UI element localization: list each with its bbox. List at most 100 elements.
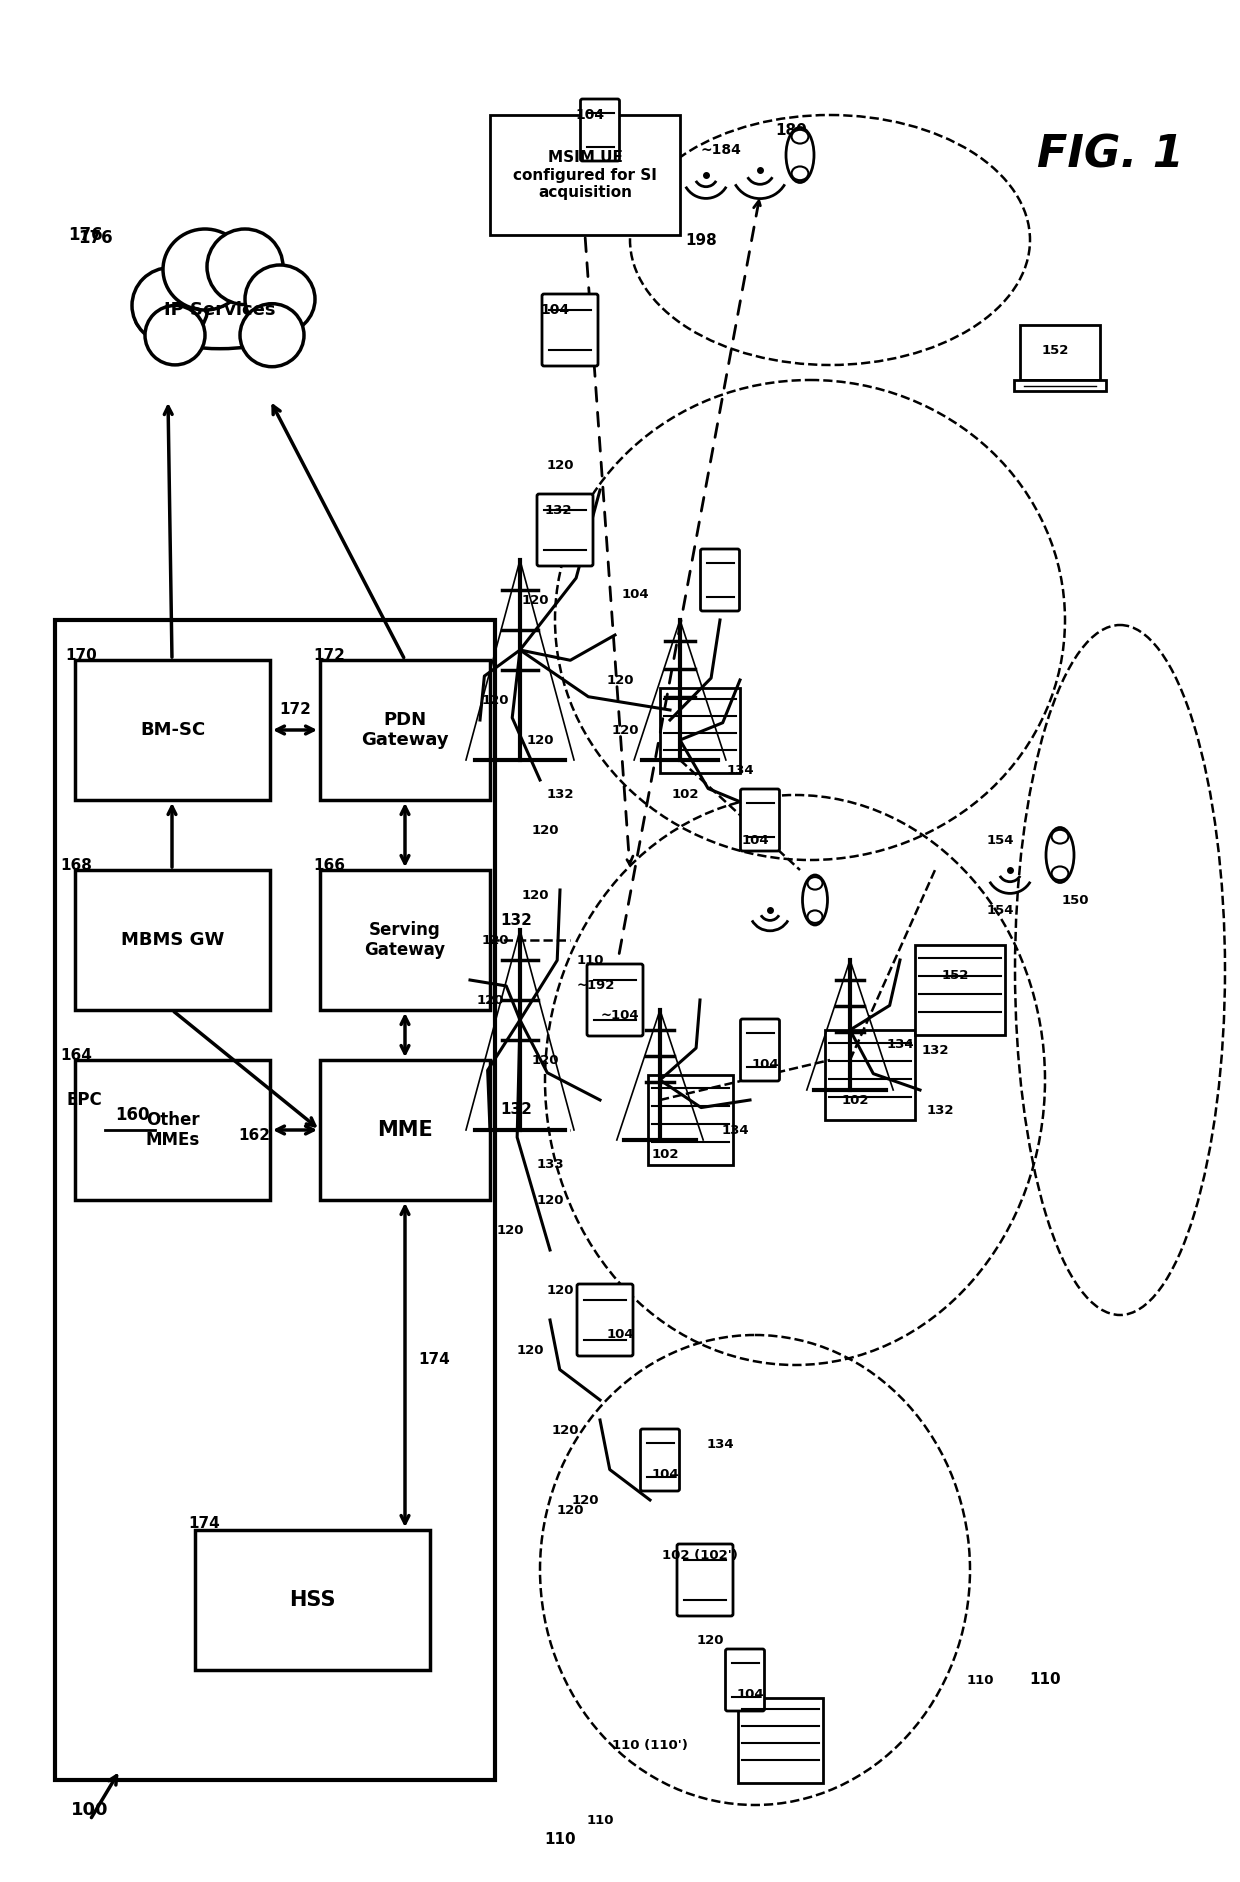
- Bar: [74, 1060, 270, 1201]
- FancyBboxPatch shape: [725, 1649, 765, 1711]
- Text: 110: 110: [587, 1814, 614, 1827]
- Text: 120: 120: [531, 824, 559, 836]
- Text: 174: 174: [418, 1353, 450, 1368]
- Bar: [1014, 380, 1106, 391]
- Text: 164: 164: [60, 1048, 92, 1063]
- Bar: [915, 945, 1004, 1035]
- Text: 166: 166: [312, 858, 345, 873]
- Text: HSS: HSS: [289, 1590, 336, 1609]
- Text: 120: 120: [552, 1423, 579, 1436]
- FancyBboxPatch shape: [740, 1018, 780, 1080]
- FancyBboxPatch shape: [740, 789, 780, 851]
- Ellipse shape: [1047, 828, 1074, 883]
- Ellipse shape: [145, 305, 205, 365]
- Bar: [320, 869, 490, 1011]
- Text: PDN
Gateway: PDN Gateway: [361, 711, 449, 749]
- Ellipse shape: [241, 303, 304, 367]
- Text: 198: 198: [684, 233, 717, 248]
- Text: EPC: EPC: [67, 1092, 103, 1108]
- Text: 160: 160: [115, 1107, 150, 1124]
- Bar: [320, 1060, 490, 1201]
- Text: 120: 120: [536, 1193, 564, 1206]
- Bar: [55, 619, 495, 1780]
- Text: 174: 174: [188, 1517, 219, 1532]
- Text: 120: 120: [557, 1504, 584, 1517]
- FancyBboxPatch shape: [580, 100, 620, 162]
- Text: MME: MME: [377, 1120, 433, 1140]
- Text: 172: 172: [279, 702, 311, 717]
- Text: Serving
Gateway: Serving Gateway: [365, 920, 445, 960]
- Ellipse shape: [246, 265, 315, 333]
- Text: 120: 120: [547, 1284, 574, 1297]
- Text: FIG. 1: FIG. 1: [1037, 134, 1183, 177]
- Text: 152: 152: [941, 969, 968, 982]
- Text: 104: 104: [737, 1688, 764, 1701]
- Text: 110: 110: [544, 1833, 575, 1848]
- Text: 154: 154: [986, 903, 1014, 917]
- Text: 172: 172: [312, 647, 345, 662]
- Text: 102: 102: [841, 1093, 869, 1107]
- Text: 132: 132: [926, 1103, 954, 1116]
- Ellipse shape: [791, 166, 808, 181]
- Text: 104: 104: [621, 589, 649, 602]
- Text: 120: 120: [476, 994, 503, 1007]
- FancyBboxPatch shape: [641, 1428, 680, 1491]
- FancyBboxPatch shape: [537, 493, 593, 566]
- Text: 134: 134: [707, 1438, 734, 1451]
- Text: 120: 120: [481, 693, 508, 706]
- Text: 134: 134: [887, 1039, 914, 1052]
- Text: 176: 176: [68, 226, 103, 245]
- Text: ~192: ~192: [577, 979, 615, 992]
- Text: 120: 120: [481, 933, 508, 947]
- Text: 154: 154: [986, 834, 1014, 847]
- Text: 120: 120: [611, 723, 639, 736]
- Bar: [195, 1530, 430, 1669]
- Text: 110: 110: [1029, 1673, 1060, 1688]
- Text: 104: 104: [606, 1329, 634, 1342]
- Bar: [647, 1075, 733, 1165]
- FancyBboxPatch shape: [542, 294, 598, 365]
- Text: 120: 120: [572, 1494, 599, 1506]
- Text: 162: 162: [238, 1127, 270, 1142]
- Text: MSIM UE
configured for SI
acquisition: MSIM UE configured for SI acquisition: [513, 151, 657, 199]
- Ellipse shape: [1052, 866, 1069, 881]
- Text: 102: 102: [671, 789, 699, 802]
- Text: 120: 120: [516, 1344, 544, 1357]
- Text: 180: 180: [775, 122, 807, 137]
- Bar: [825, 1029, 915, 1120]
- Bar: [74, 661, 270, 800]
- Text: 132: 132: [547, 789, 574, 802]
- Text: 120: 120: [526, 734, 554, 747]
- Text: Other
MMEs: Other MMEs: [145, 1110, 200, 1150]
- FancyBboxPatch shape: [577, 1284, 632, 1357]
- Text: ~184: ~184: [701, 143, 740, 156]
- FancyBboxPatch shape: [587, 964, 644, 1035]
- Text: 120: 120: [496, 1223, 523, 1236]
- Text: 132: 132: [500, 1103, 532, 1118]
- Bar: [738, 1698, 822, 1782]
- Ellipse shape: [802, 875, 827, 924]
- Ellipse shape: [1052, 830, 1069, 843]
- Bar: [660, 687, 740, 772]
- Text: IP Services: IP Services: [164, 301, 275, 320]
- Text: 120: 120: [547, 459, 574, 472]
- Text: 120: 120: [531, 1054, 559, 1067]
- Bar: [490, 115, 680, 235]
- Text: 110: 110: [966, 1673, 993, 1686]
- Ellipse shape: [807, 911, 822, 922]
- Ellipse shape: [162, 230, 247, 311]
- Text: 132: 132: [544, 504, 572, 516]
- Ellipse shape: [131, 267, 208, 343]
- Ellipse shape: [135, 286, 305, 348]
- Text: 176: 176: [78, 230, 113, 247]
- Text: 104: 104: [651, 1468, 678, 1481]
- Text: 104: 104: [575, 107, 605, 122]
- Text: 102: 102: [651, 1148, 678, 1161]
- Text: ~104: ~104: [600, 1009, 640, 1022]
- Text: 152: 152: [1042, 344, 1069, 356]
- Ellipse shape: [786, 128, 813, 183]
- Text: 102 (102'): 102 (102'): [662, 1549, 738, 1562]
- Text: 168: 168: [60, 858, 92, 873]
- Text: 104: 104: [751, 1058, 779, 1071]
- Text: 110: 110: [577, 954, 604, 967]
